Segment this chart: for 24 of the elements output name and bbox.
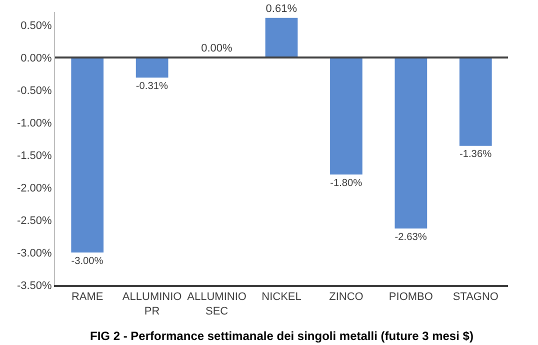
y-tick-label: -0.50% (16, 84, 52, 97)
data-label: -2.63% (394, 232, 427, 243)
x-tick-label: NICKEL (262, 291, 302, 304)
x-tick-label: ALLUMINIO PR (122, 291, 182, 318)
text: FIG 2 - Performance settimanale dei singoli metalli (future 3 mesi $) (90, 329, 474, 343)
y-tick-label: -3.00% (16, 247, 52, 260)
data-label: -3.00% (71, 256, 104, 267)
data-label: 0.00% (201, 42, 232, 54)
data-label: -1.80% (330, 178, 362, 189)
y-tick-label: -2.00% (16, 182, 52, 194)
x-tick-label: PIOMBO (388, 291, 434, 304)
y-tick-label: 0.50% (20, 20, 52, 32)
y-tick-label: -3.50% (16, 280, 52, 292)
x-tick-label: STAGNO (452, 291, 499, 304)
data-label: -1.36% (459, 149, 492, 160)
y-tick-label: -1.50% (16, 150, 52, 162)
data-label: 0.61% (266, 2, 298, 15)
x-tick-label: ZINCO (329, 291, 364, 304)
y-tick-label: -2.50% (16, 214, 52, 227)
y-tick-label: -1.00% (16, 117, 52, 130)
x-tick-label: RAME (71, 291, 104, 304)
data-label: -0.31% (136, 80, 168, 92)
x-tick-label: ALLUMINIO SEC (187, 291, 247, 318)
y-tick-label: 0.00% (20, 52, 52, 64)
